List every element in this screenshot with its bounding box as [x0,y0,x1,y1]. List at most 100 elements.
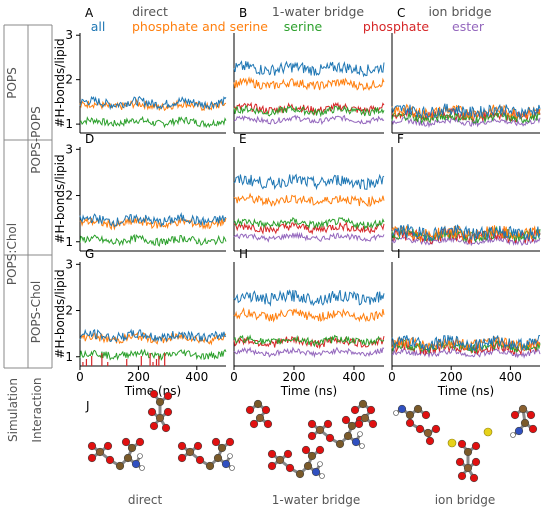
x-tick-label: 200 [283,370,306,384]
x-tick-label: 200 [440,370,463,384]
panel-letter-J: J [85,399,90,413]
series-all [391,224,541,242]
column-header: ion bridge [428,4,491,19]
series-ester [392,347,541,359]
x-tick-label: 0 [230,370,238,384]
legend-entry: ester [452,19,485,34]
label-interaction: Interaction [30,377,44,442]
series-serine [233,334,385,348]
bottom-label: direct [128,493,163,507]
panel-letter: I [397,247,401,261]
molecule-water-1 [245,399,273,429]
panel-I: 0 200 400 Time (ns) I [388,247,541,398]
y-tick-label: 1 [65,350,73,364]
series-ester [233,114,385,126]
panel-E: E [233,132,385,252]
series-phosphate-and-serine [233,192,385,208]
series-all [233,60,385,78]
row-group-labels: POPS POPS:Chol POPS-POPS POPS-Chol Simulatio… [3,24,53,443]
group-label-pops-chol: POPS:Chol [5,223,19,285]
panel-letter: B [239,6,247,20]
series-ester [391,116,541,129]
molecule-ion-1 [393,404,441,446]
panel-letter: A [85,6,94,20]
legend-entry: serine [284,19,323,34]
molecule-direct-1 [87,437,145,471]
y-tick-label: 3 [65,142,73,156]
legend-entry: all [91,19,106,34]
panel-B: B [233,6,385,134]
series-all [79,95,227,111]
series-phosphate-and-serine [233,307,385,323]
series-all [391,334,541,353]
group-label-pops-chol-inner: POPS-Chol [29,281,43,344]
x-tick-label: 200 [127,370,150,384]
series-all [79,211,227,228]
x-tick-label: 400 [343,370,366,384]
molecule-water-4 [350,399,378,429]
molecule-ion-3 [510,404,538,438]
x-tick-label: 400 [499,370,522,384]
panel-letter: D [85,132,94,146]
x-tick-label: 400 [185,370,208,384]
y-axis-label: #H-bonds/lipid [53,269,67,358]
y-tick-label: 2 [65,189,73,203]
panel-F: F [391,132,541,252]
series-all [391,103,541,120]
series-ester [233,346,385,359]
series-phosphate-and-serine [391,336,541,352]
series-serine [391,110,541,125]
y-tick-label: 2 [65,73,73,87]
x-axis-label: Time (ns) [280,384,337,398]
panel-H: 0 200 400 Time (ns) H [230,247,385,398]
x-tick-label: 0 [76,370,84,384]
y-axis-label: #H-bonds/lipid [53,154,67,243]
panel-letter: E [239,132,247,146]
series-serine [79,115,227,129]
y-tick-label: 3 [65,28,73,42]
y-tick-label: 2 [65,304,73,318]
panel-letter: H [239,247,248,261]
molecule-water-3 [307,415,365,449]
molecule-ion-2 [455,439,481,483]
legend-entry: phosphate [363,19,429,34]
legend-entry: phosphate and serine [132,19,268,34]
bottom-label: ion bridge [435,493,496,507]
y-tick-label: 1 [65,235,73,249]
panel-A: 1 2 3#H-bonds/lipid A [53,6,227,134]
x-tick-label: 0 [388,370,396,384]
panel-letter: F [397,132,404,146]
series-phosphate-and-serine [233,76,385,92]
panel-C: C [391,6,541,134]
panel-letter: C [397,6,405,20]
series-all [79,328,227,343]
series-ester [233,231,385,243]
series-phosphate-and-serine [391,225,541,243]
panel-letter: G [85,247,94,261]
series-all [233,173,385,191]
series-phosphate-and-serine [391,103,541,120]
series-serine [233,217,385,231]
molecule-water-2 [267,445,325,479]
molecule-direct-3 [177,437,235,471]
group-label-pops: POPS [5,67,19,99]
series-all [233,289,385,307]
y-axis-label: #H-bonds/lipid [53,38,67,127]
series-serine [79,348,227,361]
molecule-direct-2 [147,389,173,433]
y-tick-label: 3 [65,257,73,271]
x-axis-label: Time (ns) [437,384,494,398]
y-tick-label: 1 [65,117,73,131]
ion [447,438,457,448]
group-label-pops-pops: POPS-POPS [29,106,43,173]
label-simulation: Simulation [6,378,20,442]
column-header: direct [132,4,168,19]
panel-D: 1 2 3#H-bonds/lipid D [53,132,227,252]
ion [483,427,493,437]
panel-G-phosphate-spikes [82,353,166,366]
bottom-label: 1-water bridge [272,493,360,507]
column-header: 1-water bridge [272,4,364,19]
series-phosphate [233,221,385,235]
